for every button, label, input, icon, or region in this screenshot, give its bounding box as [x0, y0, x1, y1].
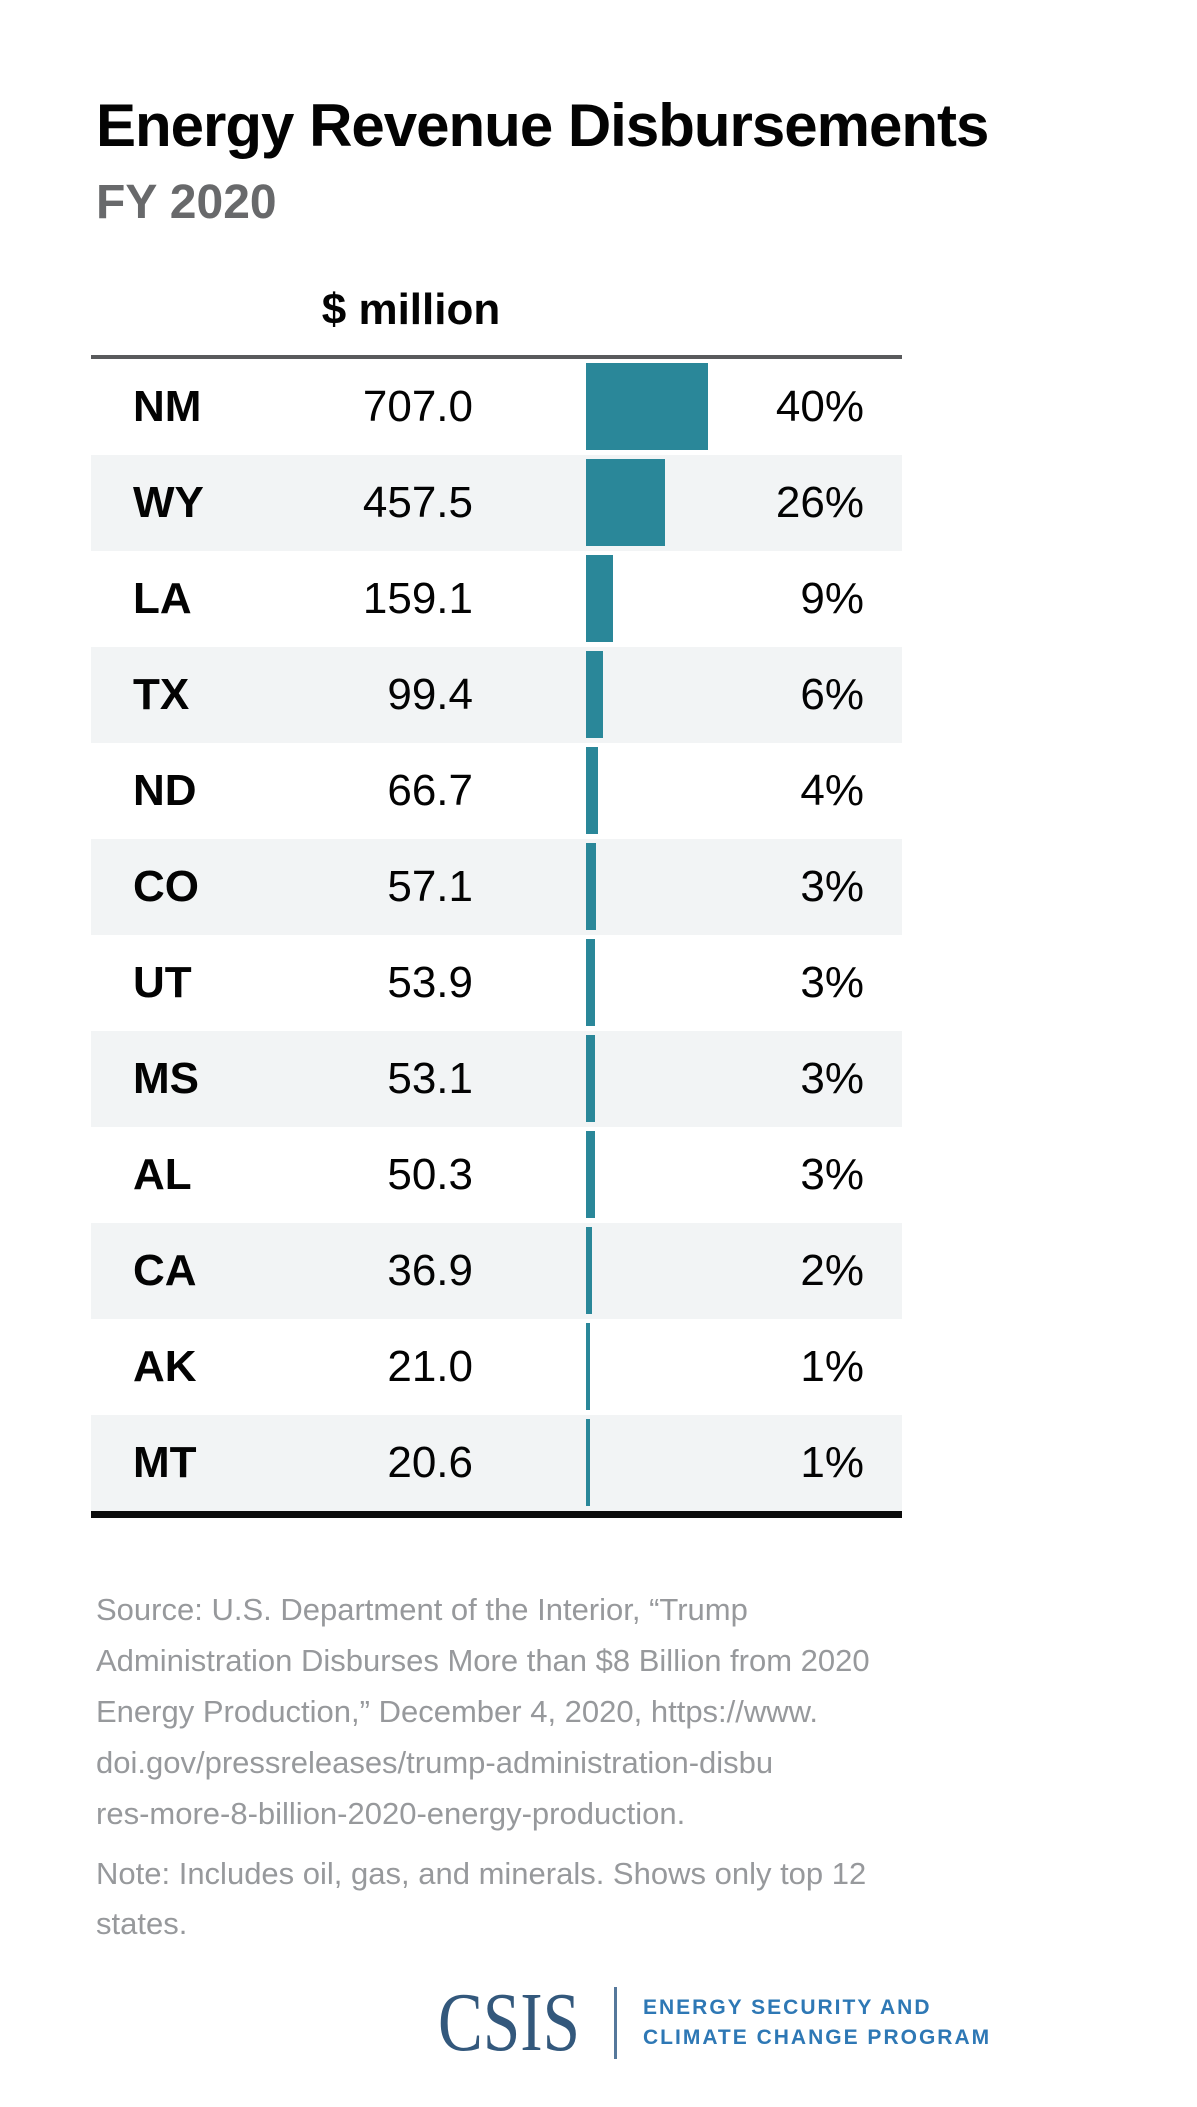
percent-cell: 1%: [800, 1438, 864, 1487]
program-name: ENERGY SECURITY AND CLIMATE CHANGE PROGRA…: [643, 1993, 991, 2053]
state-label: MS: [133, 1054, 199, 1103]
value-cell: 50.3: [387, 1150, 473, 1199]
percent-cell: 4%: [800, 766, 864, 815]
chart-subtitle: FY 2020: [96, 176, 277, 229]
table-row: LA 159.1 9%: [91, 551, 902, 647]
source-line: res-more-8-billion-2020-energy-productio…: [96, 1796, 686, 1831]
bar: [586, 363, 708, 450]
program-name-line: ENERGY SECURITY AND: [643, 1996, 932, 2019]
table-row: ND 66.7 4%: [91, 743, 902, 839]
percent-cell: 3%: [800, 862, 864, 911]
table-row: MT 20.6 1%: [91, 1415, 902, 1511]
percent-cell: 3%: [800, 958, 864, 1007]
value-cell: 159.1: [362, 574, 473, 623]
bar-zone: 3%: [586, 839, 902, 935]
state-label: AK: [133, 1342, 197, 1391]
state-label: TX: [133, 670, 190, 719]
source-line: Administration Disburses More than $8 Bi…: [96, 1643, 870, 1678]
value-cell: 99.4: [387, 670, 473, 719]
csis-logo: CSIS ENERGY SECURITY AND CLIMATE CHANGE P…: [438, 1981, 991, 2065]
percent-cell: 3%: [800, 1150, 864, 1199]
value-cell: 36.9: [387, 1246, 473, 1295]
percent-cell: 9%: [800, 574, 864, 623]
percent-cell: 40%: [775, 382, 864, 431]
state-label: ND: [133, 766, 197, 815]
bar-chart-table: $ million NM 707.0 40% WY 457.5 26%: [91, 285, 902, 1518]
table-row: AL 50.3 3%: [91, 1127, 902, 1223]
bar-zone: 6%: [586, 647, 902, 743]
table-row: UT 53.9 3%: [91, 935, 902, 1031]
bar: [586, 939, 595, 1026]
table-rows: NM 707.0 40% WY 457.5 26% LA 159.1: [91, 355, 902, 1518]
state-label: WY: [133, 478, 204, 527]
state-label: MT: [133, 1438, 197, 1487]
state-label: NM: [133, 382, 202, 431]
note-line: states.: [96, 1906, 188, 1941]
state-label: AL: [133, 1150, 192, 1199]
note-line: Note: Includes oil, gas, and minerals. S…: [96, 1856, 867, 1891]
value-cell: 707.0: [362, 382, 473, 431]
chart-title: Energy Revenue Disbursements: [96, 92, 989, 159]
bar-zone: 40%: [586, 359, 902, 455]
table-row: NM 707.0 40%: [91, 359, 902, 455]
table-row: AK 21.0 1%: [91, 1319, 902, 1415]
source-line: Energy Production,” December 4, 2020, ht…: [96, 1694, 818, 1729]
unit-column-header: $ million: [321, 285, 501, 334]
value-cell: 21.0: [387, 1342, 473, 1391]
bar: [586, 651, 603, 738]
bar: [586, 1323, 590, 1410]
state-label: CA: [133, 1246, 197, 1295]
state-label: LA: [133, 574, 192, 623]
program-name-line: CLIMATE CHANGE PROGRAM: [643, 2026, 992, 2049]
bar: [586, 555, 613, 642]
table-row: CA 36.9 2%: [91, 1223, 902, 1319]
value-cell: 57.1: [387, 862, 473, 911]
table-row: TX 99.4 6%: [91, 647, 902, 743]
bar: [586, 1227, 592, 1314]
bar: [586, 1131, 595, 1218]
bar-zone: 2%: [586, 1223, 902, 1319]
bar-zone: 3%: [586, 1127, 902, 1223]
bar-zone: 3%: [586, 935, 902, 1031]
bar: [586, 459, 665, 546]
value-cell: 457.5: [362, 478, 473, 527]
state-label: CO: [133, 862, 199, 911]
value-cell: 66.7: [387, 766, 473, 815]
bar: [586, 1419, 590, 1506]
percent-cell: 6%: [800, 670, 864, 719]
table-row: WY 457.5 26%: [91, 455, 902, 551]
table-row: CO 57.1 3%: [91, 839, 902, 935]
source-line: Source: U.S. Department of the Interior,…: [96, 1592, 748, 1627]
bar-zone: 1%: [586, 1319, 902, 1415]
percent-cell: 2%: [800, 1246, 864, 1295]
table-row: MS 53.1 3%: [91, 1031, 902, 1127]
percent-cell: 26%: [775, 478, 864, 527]
bar-zone: 4%: [586, 743, 902, 839]
state-label: UT: [133, 958, 192, 1007]
logo-divider: [614, 1987, 617, 2059]
bar-zone: 1%: [586, 1415, 902, 1511]
csis-wordmark: CSIS: [438, 1976, 580, 2069]
bar: [586, 747, 598, 834]
bar: [586, 843, 596, 930]
value-cell: 53.9: [387, 958, 473, 1007]
value-cell: 20.6: [387, 1438, 473, 1487]
bar-zone: 9%: [586, 551, 902, 647]
bar: [586, 1035, 595, 1122]
percent-cell: 3%: [800, 1054, 864, 1103]
bar-zone: 3%: [586, 1031, 902, 1127]
value-cell: 53.1: [387, 1054, 473, 1103]
bar-zone: 26%: [586, 455, 902, 551]
note-text: Note: Includes oil, gas, and minerals. S…: [96, 1849, 1046, 1949]
source-line: doi.gov/pressreleases/trump-administrati…: [96, 1745, 774, 1780]
source-text: Source: U.S. Department of the Interior,…: [96, 1584, 1046, 1839]
percent-cell: 1%: [800, 1342, 864, 1391]
